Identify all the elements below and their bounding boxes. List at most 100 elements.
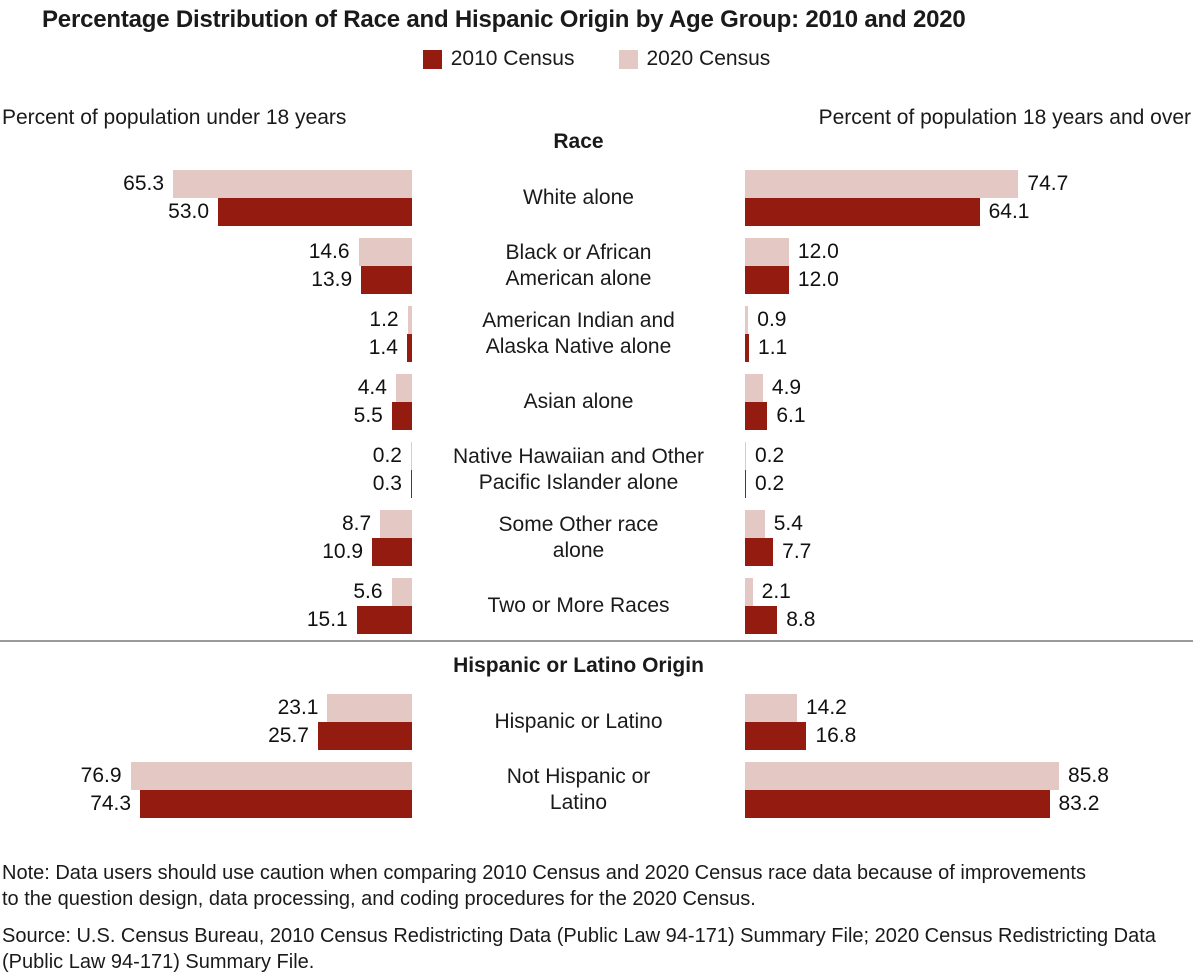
footnotes: Note: Data users should use caution when… [0, 860, 1193, 972]
value-label: 8.8 [786, 608, 816, 631]
bar-line: 14.6 [309, 238, 412, 266]
value-label: 5.5 [353, 404, 383, 427]
bar-line: 12.0 [745, 238, 839, 266]
note-text: Note: Data users should use caution when… [2, 862, 1086, 911]
bar [745, 510, 765, 538]
value-label: 23.1 [277, 696, 319, 719]
bar-line: 13.9 [311, 266, 412, 294]
left-panel-bars: 65.3 53.0 [0, 164, 412, 232]
legend-label-2020: 2020 Census [646, 47, 771, 70]
bar [745, 470, 746, 498]
value-label: 0.2 [755, 444, 785, 467]
right-panel-bars: 0.9 1.1 [745, 300, 1193, 368]
bar-line: 8.7 [342, 510, 412, 538]
bar [745, 762, 1060, 790]
left-panel-bars: 4.4 5.5 [0, 368, 412, 436]
bar [130, 762, 412, 790]
left-panel-bars: 23.1 25.7 [0, 688, 412, 756]
right-panel-title: Percent of population 18 years and over [818, 106, 1191, 129]
value-label: 5.4 [773, 512, 803, 535]
bar-line: 5.4 [745, 510, 803, 538]
value-label: 85.8 [1068, 764, 1109, 787]
section-header-hispanic: Hispanic or Latino Origin [453, 654, 704, 677]
bar-line: 0.2 [373, 442, 412, 470]
bar [745, 170, 1019, 198]
bar-line: 4.9 [745, 374, 801, 402]
category-label: Some Other race alone [498, 512, 659, 562]
bar [356, 606, 412, 634]
bar-line: 65.3 [123, 170, 412, 198]
left-panel-title: Percent of population under 18 years [2, 106, 347, 129]
value-label: 7.7 [782, 540, 812, 563]
bar-line: 64.1 [745, 198, 1029, 226]
bar [372, 538, 412, 566]
bar [745, 538, 774, 566]
table-row: 5.6 15.1 Two or More Races 2.1 8.8 [0, 572, 1193, 640]
right-panel-bars: 74.7 64.1 [745, 164, 1193, 232]
bar-line: 6.1 [745, 402, 806, 430]
right-panel-bars: 4.9 6.1 [745, 368, 1193, 436]
bar-line: 10.9 [322, 538, 412, 566]
bar [745, 266, 789, 294]
spacer [745, 644, 1193, 688]
bar [745, 578, 753, 606]
table-row: 0.2 0.3 Native Hawaiian and Other Pacific … [0, 436, 1193, 504]
bar [745, 306, 749, 334]
table-row: 8.7 10.9 Some Other race alone 5.4 7.7 [0, 504, 1193, 572]
bar [380, 510, 412, 538]
bar [745, 606, 778, 634]
value-label: 5.6 [353, 580, 383, 603]
value-label: 16.8 [815, 724, 857, 747]
value-label: 12.0 [797, 268, 839, 291]
bar-line: 0.2 [745, 470, 784, 498]
bar [411, 442, 412, 470]
value-label: 83.2 [1058, 792, 1100, 815]
category-label: Native Hawaiian and Other Pacific Island… [453, 444, 704, 494]
right-panel-bars: 85.8 83.2 [745, 756, 1193, 824]
chart-rows: 65.3 53.0 White alone 74.7 64.1 14.6 13.9 Black… [0, 164, 1193, 824]
bar-line: 0.9 [745, 306, 786, 334]
value-label: 65.3 [123, 172, 165, 195]
bar-line: 1.2 [369, 306, 412, 334]
table-row: 65.3 53.0 White alone 74.7 64.1 [0, 164, 1193, 232]
bar-line: 0.2 [745, 442, 784, 470]
bar [410, 470, 412, 498]
left-panel-bars: 1.2 1.4 [0, 300, 412, 368]
bar-line: 14.2 [745, 694, 847, 722]
bar [173, 170, 412, 198]
bar [745, 722, 807, 750]
bar [391, 578, 412, 606]
bar-line: 16.8 [745, 722, 856, 750]
value-label: 13.9 [311, 268, 353, 291]
bar-line: 23.1 [278, 694, 412, 722]
bar-line: 83.2 [745, 790, 1099, 818]
bar [358, 238, 412, 266]
bar [745, 198, 980, 226]
bar [218, 198, 412, 226]
value-label: 4.9 [771, 376, 802, 399]
value-label: 4.4 [357, 376, 387, 399]
table-row: 14.6 13.9 Black or African American alone 1… [0, 232, 1193, 300]
value-label: 12.0 [797, 240, 839, 263]
bar [395, 374, 412, 402]
legend-item-2020: 2020 Census [618, 47, 771, 71]
value-label: 76.9 [80, 764, 122, 787]
value-label: 2.1 [761, 580, 791, 603]
bar-line: 5.5 [354, 402, 412, 430]
value-label: 15.1 [306, 608, 348, 631]
bar-line: 8.8 [745, 606, 815, 634]
bar [327, 694, 412, 722]
value-label: 25.7 [268, 724, 309, 747]
bar [140, 790, 412, 818]
value-label: 0.3 [372, 472, 402, 495]
section-header-row: Hispanic or Latino Origin [0, 644, 1193, 688]
chart-title: Percentage Distribution of Race and Hisp… [42, 6, 966, 33]
bar [745, 402, 768, 430]
right-panel-bars: 14.2 16.8 [745, 688, 1193, 756]
category-label: Black or African American alone [505, 240, 652, 290]
value-label: 6.1 [776, 404, 806, 427]
left-panel-bars: 5.6 15.1 [0, 572, 412, 640]
value-label: 53.0 [168, 200, 210, 223]
table-row: 76.9 74.3 Not Hispanic or Latino 85.8 83.2 [0, 756, 1193, 824]
